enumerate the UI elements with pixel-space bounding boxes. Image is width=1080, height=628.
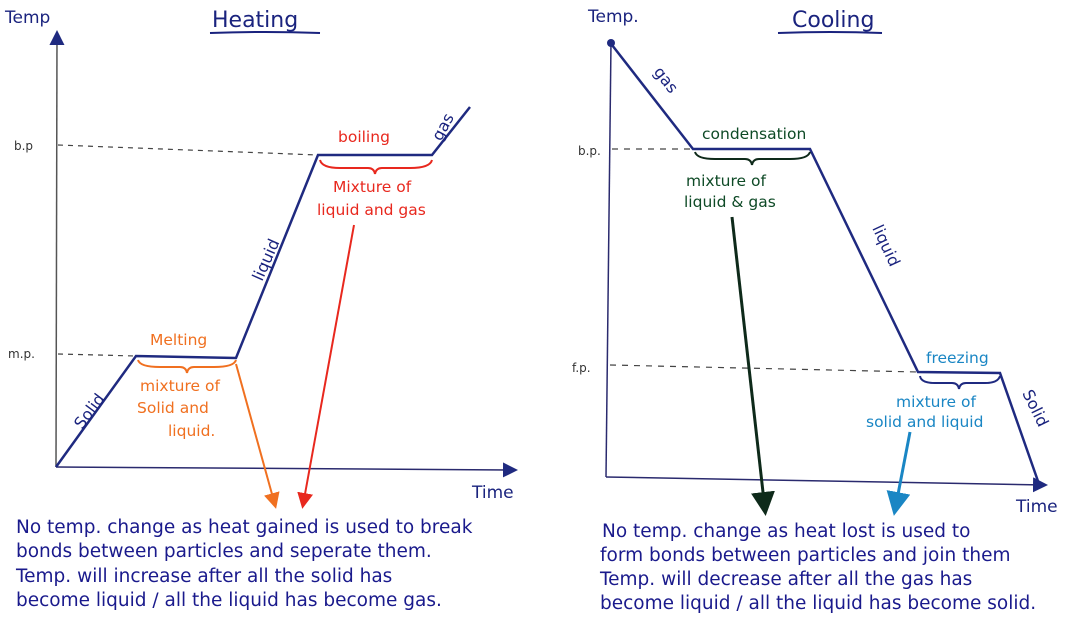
cooling-diagram: Cooling Temp. Time b.p. f.p. gas liquid …	[572, 7, 1058, 614]
heating-note-line4: become liquid / all the liquid has becom…	[16, 590, 442, 611]
condensation-arrow	[730, 216, 775, 516]
melting-mixture-line3: liquid.	[168, 422, 215, 440]
cooling-fp-dashed-line	[609, 364, 919, 373]
boiling-mixture-line1: Mixture of	[333, 178, 412, 196]
heating-y-axis-label: Temp	[4, 8, 50, 28]
cooling-y-axis	[605, 41, 612, 478]
heating-liquid-label: liquid	[248, 236, 283, 284]
freezing-brace	[919, 375, 1001, 390]
cooling-x-axis	[605, 476, 1048, 493]
cooling-gas-label: gas	[650, 63, 682, 97]
cooling-x-axis-label: Time	[1015, 497, 1058, 517]
heating-diagram: Heating Temp Time b.p m.p. Solid liquid …	[4, 8, 518, 611]
heating-bp-tick: b.p	[14, 139, 33, 153]
heating-solid-label: Solid	[70, 390, 109, 433]
cooling-y-axis-label: Temp.	[587, 7, 639, 27]
melting-arrow	[235, 363, 280, 509]
cooling-note-line2: form bonds between particles and join th…	[600, 545, 1011, 566]
heating-mp-dashed-line	[57, 353, 137, 357]
heating-title-underline	[209, 31, 321, 34]
boiling-label: boiling	[338, 128, 390, 146]
heating-mp-tick: m.p.	[8, 347, 35, 361]
condensation-brace	[694, 151, 811, 166]
heating-note-line2: bonds between particles and seperate the…	[16, 541, 432, 562]
melting-mixture-line2: Solid and	[137, 399, 209, 417]
heating-title: Heating	[212, 8, 298, 33]
heating-note-line1: No temp. change as heat gained is used t…	[16, 517, 473, 538]
heating-curve	[54, 106, 471, 468]
boiling-arrow	[297, 224, 355, 509]
cooling-bp-tick: b.p.	[578, 144, 601, 158]
cooling-fp-tick: f.p.	[572, 361, 591, 375]
heating-gas-label: gas	[428, 110, 458, 144]
freezing-label: freezing	[926, 349, 989, 367]
melting-mixture-line1: mixture of	[140, 377, 220, 395]
melting-label: Melting	[150, 331, 207, 349]
cooling-note-line1: No temp. change as heat lost is used to	[602, 521, 970, 542]
cooling-note-line3: Temp. will decrease after all the gas ha…	[599, 569, 972, 590]
cooling-solid-label: Solid	[1018, 386, 1052, 429]
freezing-arrow	[886, 431, 912, 516]
heating-y-axis	[49, 30, 65, 468]
condensation-mixture-line2: liquid & gas	[684, 193, 776, 211]
cooling-liquid-label: liquid	[868, 222, 904, 270]
condensation-label: condensation	[702, 125, 806, 143]
boiling-brace	[319, 159, 433, 175]
cooling-title-underline	[777, 31, 883, 34]
freezing-mixture-line1: mixture of	[896, 393, 976, 411]
cooling-note-line4: become liquid / all the liquid has becom…	[600, 593, 1036, 614]
heating-x-axis-label: Time	[471, 483, 514, 503]
heating-x-axis	[55, 462, 518, 478]
heating-bp-dashed-line	[57, 144, 319, 156]
freezing-mixture-line2: solid and liquid	[866, 413, 983, 431]
heating-note-line3: Temp. will increase after all the solid …	[15, 566, 392, 587]
boiling-mixture-line2: liquid and gas	[317, 201, 426, 219]
cooling-title: Cooling	[792, 8, 874, 33]
melting-brace	[137, 359, 237, 374]
condensation-mixture-line1: mixture of	[686, 172, 766, 190]
cooling-curve	[611, 44, 1041, 485]
